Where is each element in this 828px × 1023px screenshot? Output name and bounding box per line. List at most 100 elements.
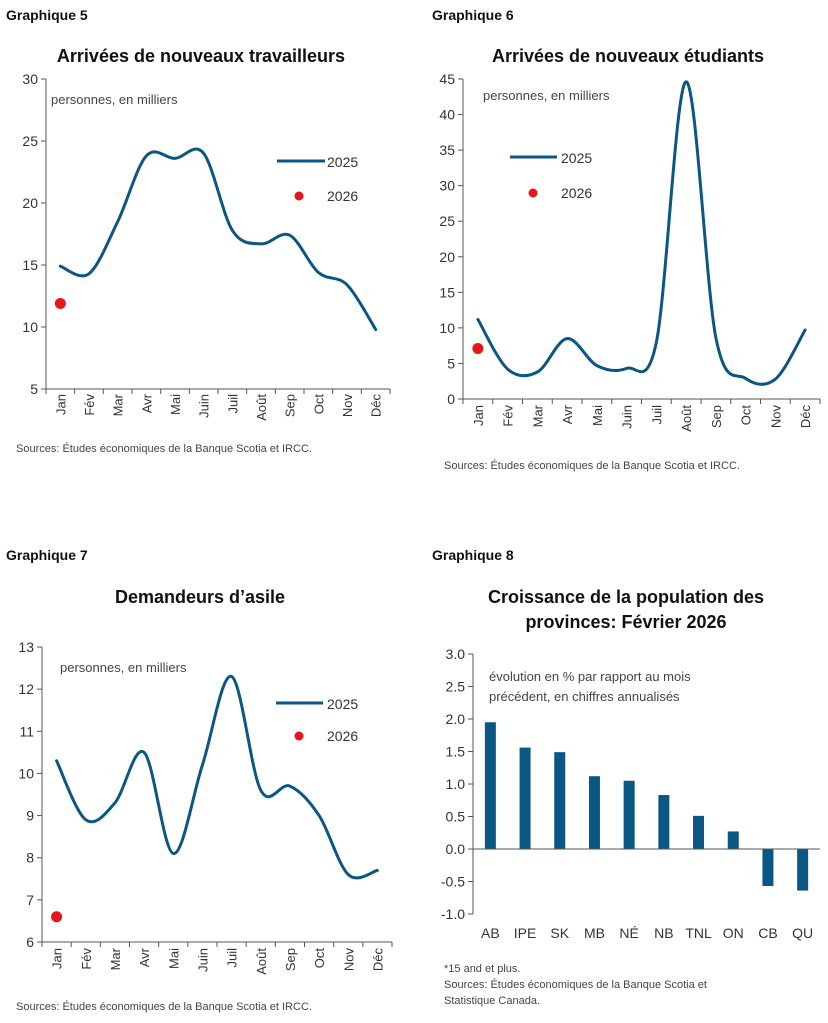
x-tick-label: Juin — [195, 948, 210, 972]
series-line-2025 — [476, 80, 807, 386]
y-tick-label: 5 — [447, 355, 455, 371]
legend-label: 2025 — [327, 154, 358, 170]
unit-note: personnes, en milliers — [60, 660, 187, 675]
x-tick-label: Oct — [312, 948, 327, 969]
source-note: *15 and et plus. — [444, 963, 520, 975]
y-tick-label: 40 — [439, 107, 455, 123]
x-tick-label: Jan — [50, 948, 65, 969]
series-line-2025 — [58, 147, 378, 331]
bar-NÉ — [623, 780, 635, 849]
bar-NB — [658, 795, 670, 849]
x-tick-label: Avr — [137, 947, 152, 967]
legend-dot-swatch — [528, 188, 538, 198]
x-tick-label: Fév — [79, 948, 94, 970]
y-tick-label: 12 — [18, 681, 34, 697]
y-tick-label: 35 — [439, 142, 455, 158]
bar-SK — [554, 752, 566, 849]
x-tick-label: Déc — [798, 405, 813, 429]
x-tick-label: NB — [654, 925, 673, 941]
x-tick-label: Juil — [225, 948, 240, 968]
y-tick-label: 0.5 — [446, 809, 466, 825]
y-tick-label: 0 — [447, 391, 455, 407]
bar-CB — [762, 849, 774, 887]
y-tick-label: 8 — [26, 850, 34, 866]
y-tick-label: 1.5 — [446, 744, 466, 760]
graph-number-label: Graphique 5 — [6, 7, 88, 23]
x-tick-label: Fév — [82, 394, 97, 416]
x-tick-label: Sep — [283, 948, 298, 971]
x-tick-label: CB — [758, 925, 777, 941]
graph-number-label: Graphique 8 — [432, 547, 514, 563]
y-tick-label: 0.0 — [446, 841, 466, 857]
series-point-2026 — [472, 343, 484, 355]
bar-QU — [797, 849, 809, 891]
unit-note: précédent, en chiffres annualisés — [489, 689, 680, 704]
y-tick-label: 10 — [439, 320, 455, 336]
y-tick-label: 13 — [18, 639, 34, 655]
x-tick-label: Août — [254, 948, 269, 975]
bar-MB — [588, 776, 600, 849]
x-tick-label: Oct — [739, 405, 754, 426]
x-tick-label: Juil — [649, 405, 664, 425]
x-tick-label: Nov — [340, 394, 355, 418]
x-tick-label: Mai — [590, 405, 605, 426]
x-tick-label: Mai — [166, 948, 181, 969]
x-tick-label: Jan — [471, 405, 486, 426]
y-tick-label: 15 — [439, 284, 455, 300]
x-tick-label: SK — [550, 925, 569, 941]
y-tick-label: 1.0 — [446, 776, 466, 792]
source-note: Sources: Études économiques de la Banque… — [16, 442, 312, 455]
y-tick-label: 6 — [26, 934, 34, 950]
bar-IPE — [519, 747, 531, 849]
x-tick-label: Mar — [111, 393, 126, 416]
x-tick-label: MB — [584, 925, 605, 941]
chart-title: provinces: Février 2026 — [525, 612, 726, 632]
bar-TNL — [693, 815, 705, 849]
chart-g7: Graphique 7 Demandeurs d’asile personnes, … — [6, 547, 393, 1013]
y-tick-label: 5 — [30, 381, 38, 397]
y-tick-label: 11 — [19, 723, 34, 739]
graph-number-label: Graphique 7 — [6, 547, 88, 563]
y-tick-label: 10 — [22, 319, 38, 335]
source-note: Sources: Études économiques de la Banque… — [16, 1000, 312, 1013]
y-tick-label: 20 — [22, 195, 38, 211]
x-tick-label: Août — [679, 405, 694, 432]
source-note: Statistique Canada. — [444, 995, 540, 1007]
y-tick-label: 15 — [22, 257, 38, 273]
unit-note: personnes, en milliers — [483, 88, 610, 103]
y-tick-label: 3.0 — [446, 646, 466, 662]
x-tick-label: Sep — [709, 405, 724, 428]
graph-number-label: Graphique 6 — [432, 7, 514, 23]
x-tick-label: Sep — [283, 394, 298, 417]
y-tick-label: 25 — [22, 133, 38, 149]
x-tick-label: QU — [792, 925, 813, 941]
y-tick-label: 10 — [18, 765, 34, 781]
x-tick-label: IPE — [514, 925, 537, 941]
x-tick-label: Juin — [620, 405, 635, 429]
y-tick-label: 9 — [26, 808, 34, 824]
y-tick-label: 25 — [439, 213, 455, 229]
y-tick-label: 2.0 — [446, 711, 466, 727]
x-tick-label: Déc — [370, 948, 385, 972]
legend-dot-swatch — [294, 731, 304, 741]
source-note: Sources: Études économiques de la Banque… — [444, 459, 740, 472]
x-tick-label: Avr — [560, 404, 575, 424]
legend-label: 2025 — [561, 150, 592, 166]
legend-label: 2026 — [327, 188, 358, 204]
x-tick-label: Mai — [168, 394, 183, 415]
chart-title: Demandeurs d’asile — [115, 587, 285, 607]
chart-g5: Graphique 5 Arrivées de nouveaux travaill… — [6, 7, 391, 455]
unit-note: personnes, en milliers — [51, 92, 178, 107]
x-tick-label: ON — [723, 925, 744, 941]
y-tick-label: 7 — [26, 892, 34, 908]
series-point-2026 — [54, 297, 66, 309]
legend-label: 2026 — [561, 185, 592, 201]
x-tick-label: Avr — [139, 393, 154, 413]
chart-g8: Graphique 8 Croissance de la population d… — [432, 547, 820, 1007]
legend-label: 2026 — [327, 728, 358, 744]
unit-note: évolution en % par rapport au mois — [489, 669, 691, 684]
source-note: Sources: Études économiques de la Banque… — [444, 978, 707, 991]
x-tick-label: Jan — [53, 394, 68, 415]
chart-g6: Graphique 6 Arrivées de nouveaux étudiant… — [432, 7, 821, 472]
